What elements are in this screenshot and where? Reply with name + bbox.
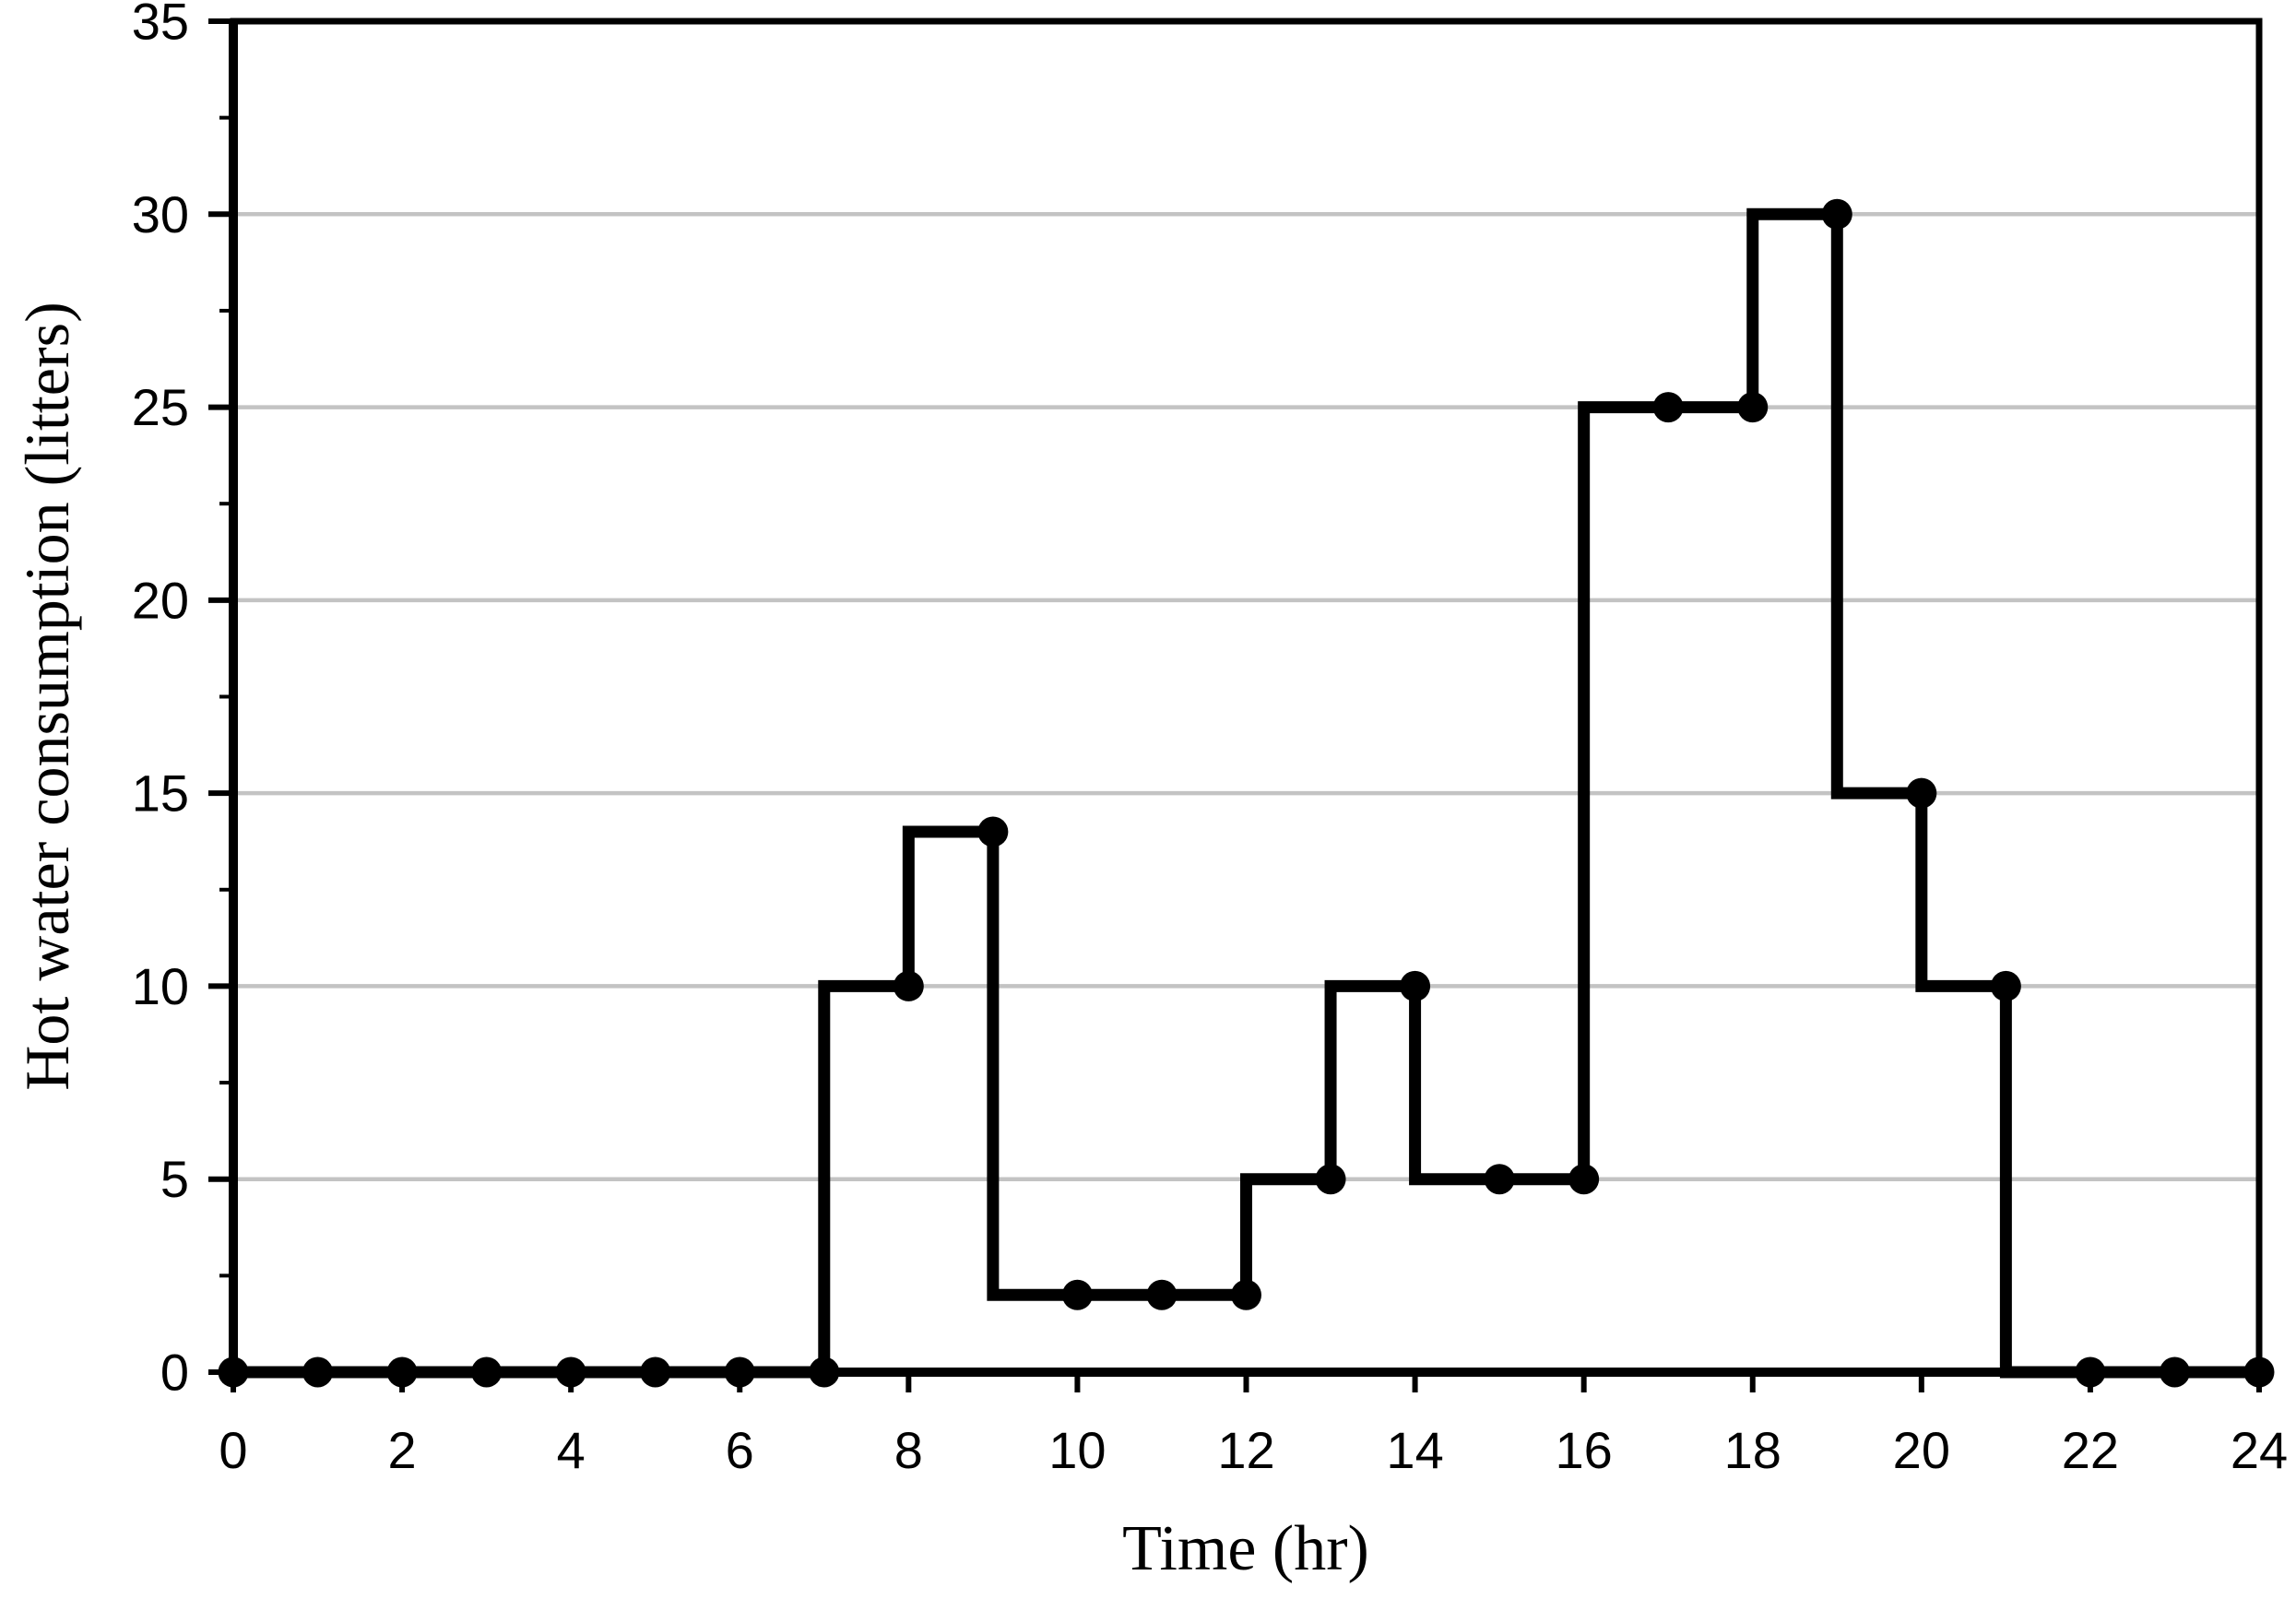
x-tick-label: 16 <box>1556 1421 1613 1479</box>
x-tick-label: 2 <box>388 1421 417 1479</box>
x-axis-title: Time (hr) <box>1122 1513 1369 1584</box>
data-point-marker <box>1315 1164 1346 1195</box>
y-tick-label: 15 <box>132 764 189 823</box>
data-point-marker <box>1568 1164 1600 1195</box>
data-point-marker <box>2075 1356 2106 1388</box>
y-axis-title: Hot water consumption (litters) <box>12 302 83 1091</box>
data-point-marker <box>893 970 924 1001</box>
data-point-marker <box>1061 1279 1093 1310</box>
data-point-marker <box>724 1356 755 1388</box>
x-tick-label: 12 <box>1217 1421 1274 1479</box>
data-point-marker <box>640 1356 671 1388</box>
data-point-marker <box>386 1356 418 1388</box>
plot-frame <box>230 18 2263 1376</box>
x-tick-label: 14 <box>1386 1421 1443 1479</box>
y-tick-label: 0 <box>160 1344 189 1402</box>
x-tick-label: 8 <box>894 1421 923 1479</box>
data-point-marker <box>1231 1279 1261 1310</box>
data-point-marker <box>1737 392 1769 423</box>
x-tick-label: 6 <box>726 1421 754 1479</box>
y-tick-label: 35 <box>132 0 189 51</box>
data-point-marker <box>2243 1356 2275 1388</box>
y-tick-label: 10 <box>132 957 189 1015</box>
x-tick-label: 22 <box>2062 1421 2119 1479</box>
data-point-marker <box>302 1356 334 1388</box>
x-tick-label: 4 <box>557 1421 586 1479</box>
x-tick-label: 18 <box>1724 1421 1781 1479</box>
data-point-marker <box>1484 1164 1515 1195</box>
data-point-marker <box>555 1356 586 1388</box>
y-tick-label: 30 <box>132 185 189 243</box>
data-point-marker <box>1146 1279 1178 1310</box>
data-point-marker <box>471 1356 503 1388</box>
x-tick-label: 0 <box>219 1421 247 1479</box>
data-point-marker <box>1821 198 1852 230</box>
data-point-marker <box>1652 392 1684 423</box>
x-tick-label: 10 <box>1048 1421 1106 1479</box>
data-point-marker <box>2159 1356 2190 1388</box>
x-tick-label: 20 <box>1893 1421 1950 1479</box>
y-tick-label: 5 <box>160 1150 189 1208</box>
x-tick-label: 24 <box>2231 1421 2288 1479</box>
data-point-marker <box>809 1356 840 1388</box>
data-point-marker <box>1990 970 2021 1001</box>
y-tick-label: 25 <box>132 378 189 436</box>
data-point-marker <box>1400 970 1431 1001</box>
data-point-marker <box>218 1356 249 1388</box>
data-point-marker <box>977 816 1009 847</box>
data-point-marker <box>1906 777 1937 809</box>
y-tick-label: 20 <box>132 571 189 629</box>
